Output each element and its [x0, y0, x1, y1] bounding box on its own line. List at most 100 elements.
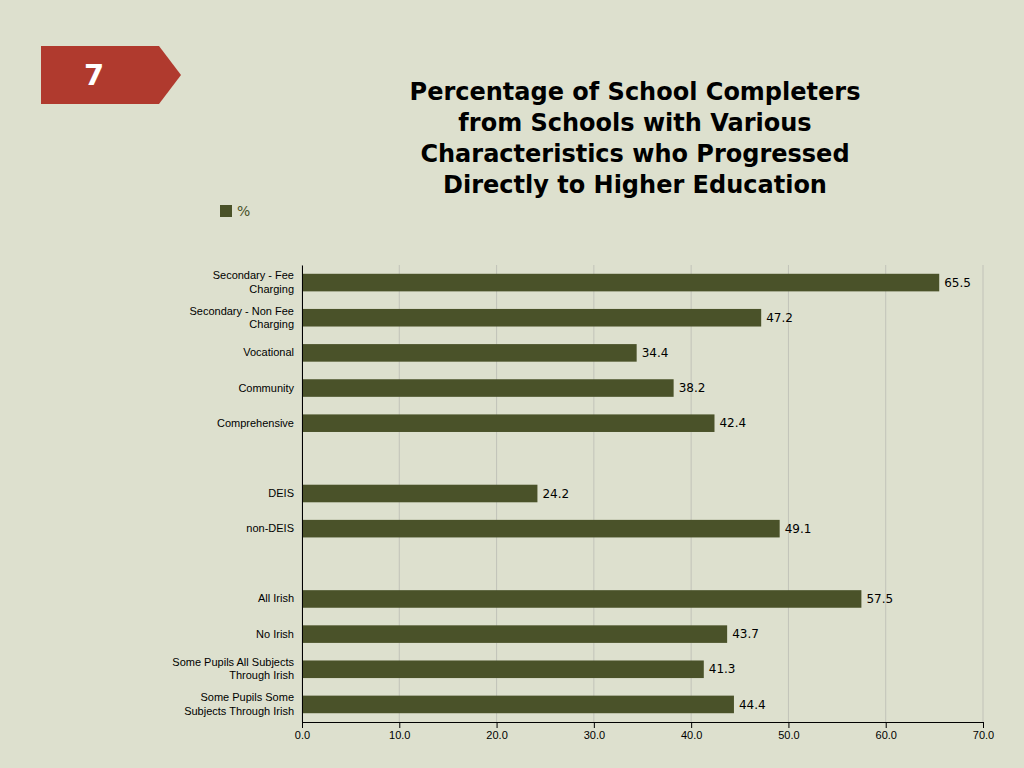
bar [302, 625, 727, 643]
data-label: 49.1 [785, 522, 812, 536]
x-tick-label: 10.0 [389, 729, 410, 741]
category-label-line: Through Irish [229, 669, 294, 681]
bar [302, 379, 674, 397]
y-tick: No Irish [256, 628, 302, 640]
category-label-line: Charging [249, 318, 294, 330]
x-tick-label: 40.0 [681, 729, 702, 741]
data-label: 44.4 [739, 698, 766, 712]
grid-line [983, 265, 984, 722]
data-label: 65.5 [944, 276, 971, 290]
x-tick-mark [691, 722, 692, 728]
title-line: from Schools with Various [458, 109, 811, 137]
x-tick-label: 20.0 [486, 729, 507, 741]
x-tick: 10.0 [389, 722, 410, 741]
data-label: 24.2 [542, 487, 569, 501]
x-tick-label: 70.0 [973, 729, 994, 741]
legend-swatch [220, 205, 232, 217]
y-axis: Secondary - FeeChargingSecondary - Non F… [172, 266, 302, 723]
category-label-line: Some Pupils All Subjects [172, 656, 294, 668]
x-tick-mark [788, 722, 789, 728]
grid-line [691, 265, 692, 722]
grid-line [788, 265, 789, 722]
x-tick-mark [983, 722, 984, 728]
title-line: Characteristics who Progressed [420, 140, 849, 168]
grid-line [885, 265, 886, 722]
slide-badge: 7 [41, 46, 181, 104]
category-label-line: All Irish [258, 592, 294, 604]
bar [302, 520, 780, 538]
bar [302, 660, 704, 678]
x-tick-label: 50.0 [778, 729, 799, 741]
category-label-line: Vocational [243, 346, 294, 358]
title: Percentage of School Completersfrom Scho… [410, 78, 861, 199]
category-label: non-DEIS [246, 522, 294, 534]
data-label: 34.4 [642, 346, 669, 360]
category-label: Some Pupils Some Subjects Through Irish [184, 691, 294, 716]
x-tick: 70.0 [973, 722, 994, 741]
x-tick: 50.0 [778, 722, 799, 741]
category-label-line: Subjects Through Irish [184, 705, 294, 717]
bar [302, 274, 939, 292]
category-label: Community [238, 382, 294, 394]
y-tick: Secondary - Non FeeCharging [189, 305, 302, 330]
y-axis-line [302, 266, 303, 723]
category-label-line: Community [238, 382, 294, 394]
slide-number: 7 [84, 58, 104, 92]
bar [302, 309, 761, 327]
x-axis-line [303, 723, 984, 729]
category-label: Vocational [243, 346, 294, 358]
category-label-line: non-DEIS [246, 522, 294, 534]
data-label: 38.2 [679, 381, 706, 395]
y-tick: Secondary - FeeCharging [213, 269, 302, 294]
x-tick: 20.0 [486, 722, 507, 741]
category-label-line: Comprehensive [217, 417, 294, 429]
category-label: All Irish [258, 592, 294, 604]
bar [302, 590, 861, 608]
y-tick: non-DEIS [246, 522, 302, 534]
grid-line [593, 265, 594, 722]
x-tick: 0.0 [295, 722, 310, 741]
data-label: 57.5 [866, 592, 893, 606]
legend-label: % [237, 203, 250, 219]
x-tick-label: 60.0 [876, 729, 897, 741]
data-label: 42.4 [719, 416, 746, 430]
bar [302, 485, 537, 503]
x-tick-mark [594, 722, 595, 728]
y-tick: All Irish [258, 592, 302, 604]
y-tick: Vocational [243, 346, 302, 358]
x-tick-label: 30.0 [584, 729, 605, 741]
x-tick-mark [886, 722, 887, 728]
x-tick-mark [302, 722, 303, 728]
data-label: 47.2 [766, 311, 793, 325]
category-label-line: Secondary - Non Fee [189, 305, 294, 317]
plot: 65.5 47.2 34.4 38.2 42.4 24.2 49.1 57.5 43.7 41.3… [172, 265, 994, 741]
category-label-line: No Irish [256, 628, 294, 640]
chart: 65.5 47.2 34.4 38.2 42.4 24.2 49.1 57.5 43.7 41.3… [0, 0, 1024, 768]
category-label-line: DEIS [268, 487, 294, 499]
x-tick: 40.0 [681, 722, 702, 741]
y-tick: DEIS [268, 487, 302, 499]
category-label-line: Secondary - Fee [213, 269, 294, 281]
category-label: Comprehensive [217, 417, 294, 429]
x-axis: 0.0 10.0 20.0 30.0 40.0 50.0 60.0 70.0 [295, 722, 994, 741]
y-tick: Community [238, 382, 302, 394]
category-label-line: Some Pupils Some [200, 691, 294, 703]
bars [302, 274, 939, 713]
x-tick-mark [497, 722, 498, 728]
data-labels: 65.5 47.2 34.4 38.2 42.4 24.2 49.1 57.5 43.7 41.3… [542, 276, 971, 712]
category-label: No Irish [256, 628, 294, 640]
x-tick: 30.0 [584, 722, 605, 741]
grid-line [302, 265, 303, 722]
grid [302, 265, 983, 722]
bar [302, 344, 637, 362]
data-label: 41.3 [709, 662, 736, 676]
bar [302, 414, 714, 432]
category-label: Some Pupils All SubjectsThrough Irish [172, 656, 294, 681]
y-tick: Comprehensive [217, 417, 302, 429]
category-label: Secondary - Non FeeCharging [189, 305, 294, 330]
bar [302, 696, 734, 714]
x-tick-mark [399, 722, 400, 728]
category-label: Secondary - FeeCharging [213, 269, 294, 294]
category-label: DEIS [268, 487, 294, 499]
data-label: 43.7 [732, 627, 759, 641]
